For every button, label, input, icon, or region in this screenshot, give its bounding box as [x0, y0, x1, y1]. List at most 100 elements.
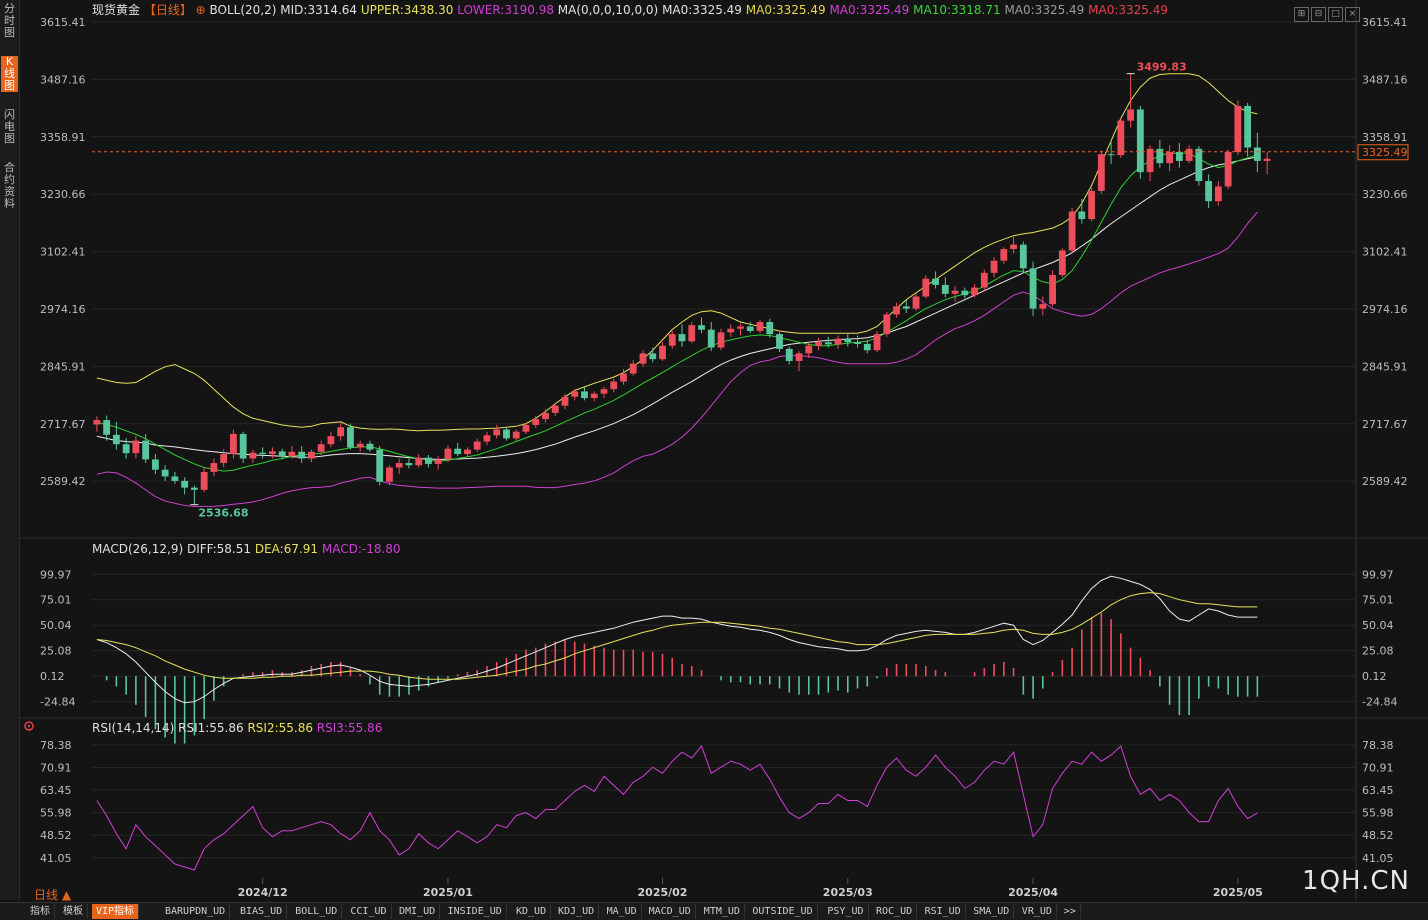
candle: [1146, 145, 1154, 182]
indicator-tab-2[interactable]: VIP指标: [92, 904, 140, 919]
rsi-label: RSI(14,14,14): [92, 721, 178, 735]
indicator-tab-5[interactable]: BOLL_UD: [291, 904, 343, 919]
indicator-tab-16[interactable]: ROC_UD: [872, 904, 918, 919]
high-label: 3499.83: [1137, 61, 1187, 74]
x-label-0: 2024/12: [238, 886, 288, 899]
indicator-tab-19[interactable]: VR_UD: [1018, 904, 1057, 919]
macd-tick-right-2: 50.04: [1362, 619, 1394, 632]
candle: [678, 324, 686, 347]
price-tick-right-6: 2845.91: [1362, 360, 1408, 373]
indicator-headers: 现货黄金 【日线】 ⊕ BOLL(20,2) MID:3314.64 UPPER…: [24, 2, 1168, 735]
candle: [200, 467, 208, 493]
candle: [229, 429, 237, 459]
candle: [1019, 241, 1027, 273]
candle: [473, 438, 481, 452]
candle: [863, 339, 871, 354]
axis-labels: 3615.41 3615.41 3487.16 3487.16 3358.91 3358.…: [40, 16, 1408, 899]
indicator-tab-18[interactable]: SMA_UD: [969, 904, 1015, 919]
ma-params: MA(0,0,0,10,0,0): [558, 3, 662, 17]
candle: [737, 323, 744, 336]
candle: [395, 458, 403, 475]
timeframe-label[interactable]: 日线 ▲: [34, 888, 72, 902]
ma-value-2: MA0:3325.49: [829, 3, 913, 17]
candle: [464, 447, 471, 457]
indicator-tab-3[interactable]: BARUPDN_UD: [161, 904, 231, 919]
maximize-icon[interactable]: □: [1328, 7, 1343, 22]
rsi-tick-right-2: 63.45: [1362, 784, 1394, 797]
boll-lower-line: [96, 211, 1258, 507]
view-tab-1[interactable]: K线图: [1, 56, 18, 92]
close-icon[interactable]: ×: [1345, 7, 1360, 22]
candle: [834, 335, 842, 349]
indicator-tab-12[interactable]: MACD_UD: [645, 904, 696, 919]
candle: [776, 332, 783, 353]
candle: [366, 440, 374, 452]
indicator-tab-6[interactable]: CCI_UD: [346, 904, 392, 919]
candle: [522, 422, 530, 434]
candle: [1195, 146, 1203, 186]
indicator-tab-14[interactable]: OUTSIDE_UD: [748, 904, 818, 919]
candle: [688, 322, 696, 344]
price-tick-left-4: 3102.41: [40, 246, 86, 259]
candle: [532, 416, 540, 429]
ma-value-5: MA0:3325.49: [1088, 3, 1168, 17]
candle: [122, 437, 130, 459]
candle: [112, 421, 120, 450]
target-icon[interactable]: [24, 721, 34, 731]
candle: [893, 302, 900, 318]
candle: [512, 429, 520, 441]
view-tab-0[interactable]: 分时图: [4, 2, 15, 39]
macd-pane: [96, 575, 1259, 744]
boll-mid: MID:3314.64: [280, 3, 361, 17]
candle: [815, 337, 822, 351]
indicator-tab-8[interactable]: INSIDE_UD: [444, 904, 507, 919]
indicator-tab-4[interactable]: BIAS_UD: [236, 904, 288, 919]
indicator-tab-9[interactable]: KD_UD: [512, 904, 552, 919]
candle: [1010, 237, 1017, 254]
indicator-tab-15[interactable]: PSY_UD: [823, 904, 869, 919]
candle: [347, 423, 354, 450]
candle: [649, 347, 657, 363]
rsi-tick-left-3: 55.98: [40, 807, 72, 820]
chart-svg: 3325.49 3499.83 2536.68 3615.41 3615.41 3487…: [20, 0, 1428, 900]
indicator-tab-0[interactable]: 指标: [26, 904, 55, 919]
view-tab-3[interactable]: 合约资料: [4, 161, 15, 210]
candle: [337, 422, 345, 441]
indicator-tab-17[interactable]: RSI_UD: [921, 904, 966, 919]
candle: [220, 449, 228, 468]
indicator-tab-13[interactable]: MTM_UD: [700, 904, 745, 919]
candle: [1253, 132, 1261, 173]
candle: [1156, 139, 1164, 168]
indicator-tab-10[interactable]: KDJ_UD: [554, 904, 600, 919]
candle: [278, 448, 286, 460]
candle: [308, 449, 315, 463]
candle: [542, 409, 549, 423]
rsi-line: [96, 744, 1258, 871]
candle: [1234, 100, 1242, 156]
candle: [873, 330, 881, 353]
indicator-tab-11[interactable]: MA_UD: [603, 904, 642, 919]
grid-view-icon[interactable]: ⊞: [1294, 7, 1309, 22]
candle: [990, 257, 998, 278]
indicator-tab-7[interactable]: DMI_UD: [395, 904, 441, 919]
candle: [415, 454, 423, 468]
candle: [1127, 73, 1135, 128]
indicator-tab-20[interactable]: >>: [1060, 904, 1081, 919]
indicator-tab-1[interactable]: 模板: [59, 904, 88, 919]
candle: [1136, 105, 1144, 179]
price-tick-right-5: 2974.16: [1362, 303, 1408, 316]
layout-icon[interactable]: ⊟: [1311, 7, 1326, 22]
price-tick-left-1: 3487.16: [40, 73, 86, 86]
candle: [376, 446, 384, 486]
candle: [980, 269, 988, 291]
window-icons: ⊞ ⊟ □ ×: [1294, 1, 1362, 22]
price-tick-left-7: 2717.67: [40, 418, 86, 431]
candle: [639, 350, 647, 367]
macd-header: MACD(26,12,9) DIFF:58.51 DEA:67.91 MACD:…: [92, 542, 401, 556]
candle: [795, 351, 803, 372]
view-tab-2[interactable]: 闪电图: [4, 108, 15, 145]
candle: [386, 465, 393, 486]
last-price-label: 3325.49: [1362, 146, 1408, 159]
candle: [210, 458, 218, 477]
x-label-3: 2025/03: [823, 886, 873, 899]
